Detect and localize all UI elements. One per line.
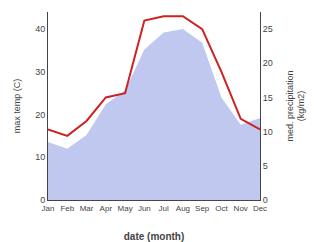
svg-text:10: 10	[35, 152, 45, 162]
svg-text:max temp (C): max temp (C)	[12, 79, 22, 134]
svg-text:Aug: Aug	[176, 204, 190, 213]
svg-text:Sep: Sep	[195, 204, 210, 213]
svg-text:Nov: Nov	[234, 204, 248, 213]
svg-text:Jun: Jun	[138, 204, 151, 213]
svg-text:Jul: Jul	[159, 204, 169, 213]
svg-text:10: 10	[263, 127, 273, 137]
svg-text:5: 5	[263, 161, 268, 171]
svg-text:med. precipitation(kg/m2): med. precipitation(kg/m2)	[285, 70, 307, 141]
svg-text:date (month): date (month)	[124, 231, 185, 242]
svg-text:Jan: Jan	[42, 204, 55, 213]
svg-text:0: 0	[40, 195, 45, 205]
svg-text:30: 30	[35, 67, 45, 77]
svg-text:Oct: Oct	[215, 204, 228, 213]
svg-text:0: 0	[263, 195, 268, 205]
svg-text:15: 15	[263, 93, 273, 103]
svg-text:Feb: Feb	[60, 204, 74, 213]
svg-text:20: 20	[35, 110, 45, 120]
svg-text:40: 40	[35, 24, 45, 34]
svg-text:Mar: Mar	[80, 204, 94, 213]
svg-text:20: 20	[263, 58, 273, 68]
svg-text:Apr: Apr	[100, 204, 113, 213]
svg-text:25: 25	[263, 24, 273, 34]
svg-text:May: May	[118, 204, 133, 213]
svg-text:Dec: Dec	[253, 204, 267, 213]
